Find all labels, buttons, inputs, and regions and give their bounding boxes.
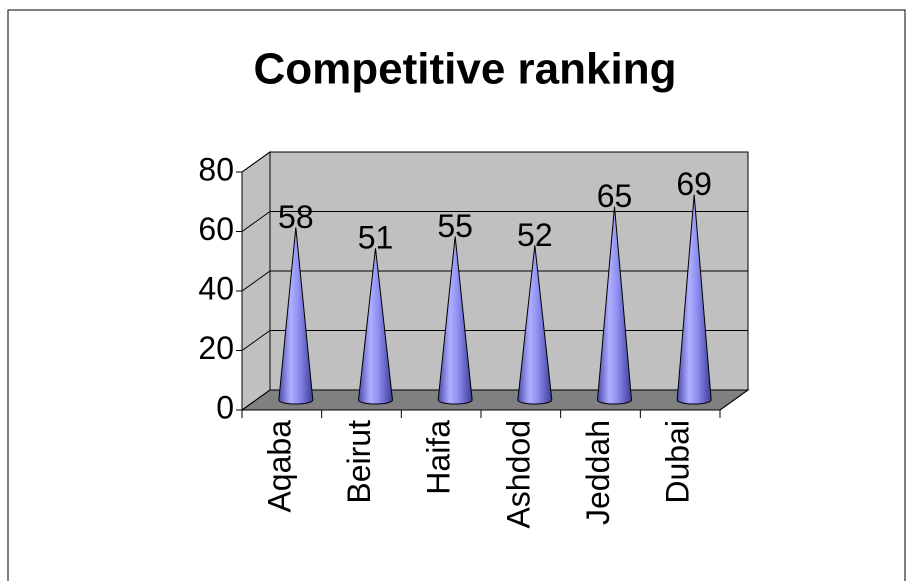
chart-title: Competitive ranking bbox=[254, 45, 677, 94]
x-tick-label: Beirut bbox=[341, 420, 377, 504]
x-tick-label: Dubai bbox=[660, 420, 696, 504]
cone-body bbox=[357, 248, 394, 405]
y-tick-label: 80 bbox=[198, 151, 234, 187]
data-label: 58 bbox=[278, 199, 314, 235]
x-tick-label: Jeddah bbox=[580, 420, 616, 525]
grid-line bbox=[241, 151, 748, 173]
floor-edge bbox=[719, 389, 749, 411]
cone-body bbox=[517, 245, 553, 405]
grid-line bbox=[241, 330, 748, 351]
y-tick-label: 40 bbox=[198, 270, 234, 306]
cone bbox=[596, 206, 633, 405]
cone bbox=[517, 245, 553, 405]
cone-body bbox=[676, 194, 712, 405]
grid-line bbox=[241, 270, 748, 292]
data-label: 55 bbox=[437, 208, 473, 244]
x-tick-label: Haifa bbox=[421, 420, 457, 495]
data-label: 51 bbox=[358, 220, 394, 256]
floor bbox=[240, 389, 750, 411]
cone-body bbox=[596, 206, 633, 405]
cone-body bbox=[437, 236, 473, 405]
data-label: 52 bbox=[517, 217, 553, 253]
cone-body bbox=[278, 227, 314, 405]
cone bbox=[357, 248, 394, 405]
data-label: 65 bbox=[597, 178, 633, 214]
x-tick-label: Ashdod bbox=[500, 420, 536, 529]
x-tick-label: Aqaba bbox=[261, 420, 297, 513]
grid-line bbox=[241, 211, 748, 232]
y-tick-label: 0 bbox=[216, 389, 234, 425]
y-tick-label: 20 bbox=[198, 330, 234, 366]
data-label: 69 bbox=[676, 166, 712, 202]
cone bbox=[676, 194, 712, 405]
grid-line bbox=[241, 389, 748, 411]
y-tick-label: 60 bbox=[198, 211, 234, 247]
cone bbox=[437, 236, 473, 405]
cone bbox=[278, 227, 314, 405]
